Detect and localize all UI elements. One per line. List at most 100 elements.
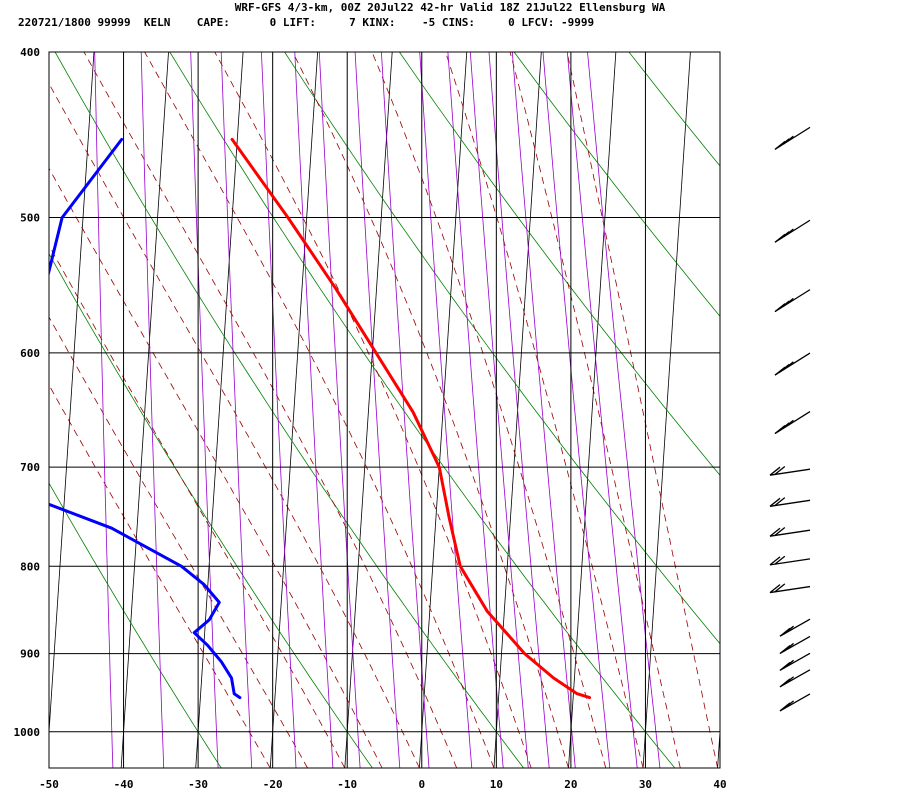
x-tick-label: 20 bbox=[564, 778, 577, 791]
chart-subtitle: 220721/1800 99999 KELN CAPE: 0 LIFT: 7 K… bbox=[18, 16, 594, 29]
background-lines bbox=[0, 52, 900, 768]
mixing-ratio-line bbox=[261, 52, 297, 768]
mixing-ratio-line bbox=[94, 52, 114, 768]
barb-feather bbox=[774, 497, 786, 507]
moist-adiabat-line bbox=[49, 167, 383, 768]
isotherm-line bbox=[717, 725, 720, 768]
barb-feather bbox=[779, 678, 791, 688]
barb-feather bbox=[782, 228, 794, 238]
mixing-ratio-line bbox=[354, 52, 401, 768]
wind-barb bbox=[769, 497, 811, 507]
axes: 400 500 600 700 800 900 1000 -50 -40 -30 -20 -10 0 10… bbox=[14, 46, 727, 791]
isotherm-line bbox=[269, 52, 319, 768]
mixing-ratio-line bbox=[587, 52, 661, 768]
wind-barb bbox=[779, 693, 811, 712]
wind-barb bbox=[774, 410, 811, 435]
barb-shaft bbox=[769, 499, 811, 507]
moist-adiabat-line bbox=[49, 384, 271, 768]
wind-barb bbox=[774, 352, 811, 376]
y-tick-label: 800 bbox=[20, 560, 40, 573]
barb-feather bbox=[774, 583, 786, 593]
moist-adiabat-line bbox=[49, 82, 420, 768]
barb-feather bbox=[783, 700, 795, 710]
barb-feather bbox=[782, 135, 794, 145]
barb-feather bbox=[783, 659, 795, 669]
temperature-trace bbox=[230, 137, 592, 700]
barb-feather bbox=[779, 627, 791, 637]
x-tick-label: -10 bbox=[337, 778, 357, 791]
moist-adiabat-line bbox=[445, 52, 644, 768]
isotherm-line bbox=[418, 52, 468, 768]
barb-shaft bbox=[769, 468, 811, 476]
barb-feather bbox=[774, 465, 786, 475]
dewpoint-trace bbox=[49, 137, 242, 700]
mixing-ratio-line bbox=[419, 52, 473, 768]
mixing-ratio-line bbox=[469, 52, 529, 768]
dry-adiabat-line bbox=[744, 52, 900, 768]
barb-feather bbox=[779, 661, 791, 671]
x-tick-label: 30 bbox=[639, 778, 652, 791]
barb-feather bbox=[782, 419, 794, 429]
wind-barb bbox=[779, 669, 811, 688]
barb-feather bbox=[774, 555, 786, 565]
barb-feather bbox=[769, 584, 781, 594]
x-tick-label: -30 bbox=[188, 778, 208, 791]
barb-feather bbox=[783, 676, 795, 686]
chart-title: WRF-GFS 4/3-km, 00Z 20Jul22 42-hr Valid … bbox=[235, 1, 666, 14]
isotherm-line bbox=[49, 52, 95, 738]
isotherm-line bbox=[0, 52, 19, 768]
x-tick-label: 10 bbox=[490, 778, 503, 791]
wind-barb bbox=[774, 126, 811, 150]
x-tick-label: 40 bbox=[713, 778, 726, 791]
barb-shaft bbox=[769, 585, 811, 594]
barb-feather bbox=[783, 642, 795, 652]
mixing-ratio-line bbox=[294, 52, 334, 768]
dry-adiabat-line bbox=[628, 52, 720, 167]
x-tick-label: 0 bbox=[418, 778, 425, 791]
dry-adiabat-line bbox=[513, 52, 720, 318]
isotherm-line bbox=[120, 52, 169, 768]
wind-barb bbox=[769, 583, 811, 594]
barb-feather bbox=[782, 297, 794, 307]
wind-barb bbox=[769, 465, 811, 476]
barb-feather bbox=[779, 702, 791, 712]
wind-barb bbox=[779, 635, 811, 655]
isotherm-line bbox=[568, 52, 617, 768]
mixing-ratio-line bbox=[190, 52, 219, 768]
moist-adiabat-line bbox=[49, 244, 346, 768]
wind-barb bbox=[769, 526, 811, 537]
wind-barb bbox=[774, 289, 811, 313]
grid-lines bbox=[48, 51, 721, 769]
dry-adiabat-line bbox=[169, 52, 676, 768]
isotherm-line bbox=[195, 52, 244, 768]
wind-barb-column bbox=[769, 126, 811, 712]
moist-adiabat-line bbox=[566, 52, 718, 768]
mixing-ratio-line bbox=[318, 52, 361, 768]
mixing-ratio-line bbox=[566, 52, 638, 768]
barb-feather bbox=[769, 527, 781, 537]
y-tick-label: 400 bbox=[20, 46, 40, 59]
moist-adiabat-line bbox=[144, 52, 495, 768]
mixing-ratio-line bbox=[220, 52, 253, 768]
isotherm-line bbox=[344, 52, 393, 768]
moist-adiabat-line bbox=[509, 52, 681, 768]
mixing-ratio-line bbox=[542, 52, 611, 768]
moist-adiabat-line bbox=[49, 316, 308, 768]
y-tick-label: 1000 bbox=[14, 726, 41, 739]
barb-shaft bbox=[769, 529, 811, 537]
moist-adiabat-line bbox=[214, 52, 532, 768]
wind-barb bbox=[779, 652, 811, 671]
barb-feather bbox=[769, 497, 781, 507]
mixing-ratio-line bbox=[140, 52, 165, 768]
barb-shaft bbox=[769, 558, 811, 566]
barb-feather bbox=[774, 526, 786, 536]
moist-adiabat-line bbox=[292, 52, 569, 768]
y-tick-label: 600 bbox=[20, 347, 40, 360]
dry-adiabat-line bbox=[49, 482, 222, 768]
x-tick-label: -40 bbox=[114, 778, 134, 791]
dry-adiabat-line bbox=[284, 52, 720, 645]
x-tick-label: -50 bbox=[39, 778, 59, 791]
wind-barb bbox=[774, 219, 811, 243]
wind-barb bbox=[779, 618, 811, 637]
